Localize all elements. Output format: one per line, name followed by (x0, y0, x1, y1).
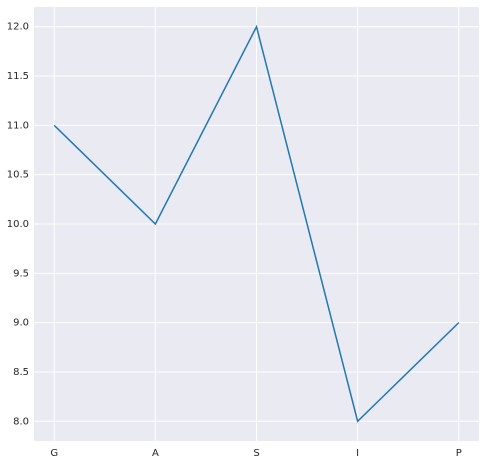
x-tick-label: P (456, 448, 462, 459)
x-tick-label: A (152, 448, 159, 459)
y-tick-label: 8.0 (13, 416, 29, 427)
line (53, 24, 460, 423)
y-tick-label: 9.5 (13, 268, 29, 279)
x-tick-label: I (356, 448, 359, 459)
y-tick-label: 11.0 (7, 120, 29, 131)
x-tick-label: S (253, 448, 259, 459)
y-tick-label: 9.0 (13, 318, 29, 329)
y-tick-label: 11.5 (7, 71, 29, 82)
y-tick-label: 10.5 (7, 170, 29, 181)
y-tick-label: 8.5 (13, 367, 29, 378)
y-tick-label: 12.0 (7, 22, 29, 33)
x-tick-label: G (50, 448, 58, 459)
y-tick-label: 10.0 (7, 219, 29, 230)
